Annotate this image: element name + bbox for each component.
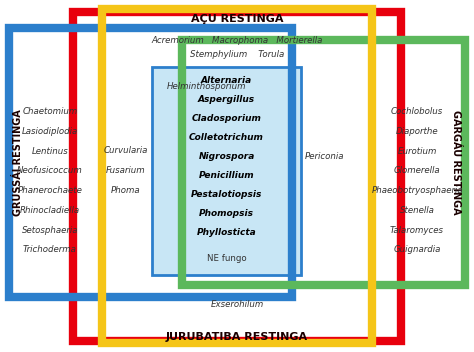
Text: Lentinus: Lentinus [31, 147, 68, 156]
Text: Acremorium   Macrophoma   Mortierella: Acremorium Macrophoma Mortierella [151, 36, 323, 45]
Bar [102, 9, 372, 343]
Text: Fusarium: Fusarium [106, 166, 146, 175]
Text: JURUBATIBA RESTINGA: JURUBATIBA RESTINGA [166, 332, 308, 342]
Text: AÇU RESTINGA: AÇU RESTINGA [191, 14, 283, 24]
Text: Stenella: Stenella [400, 206, 435, 215]
Text: Curvularia: Curvularia [103, 146, 148, 155]
Text: Stemphylium    Torula: Stemphylium Torula [190, 50, 284, 59]
Bar [182, 40, 465, 285]
Text: Cladosporium: Cladosporium [191, 114, 262, 123]
Text: Rhinocladiella: Rhinocladiella [20, 206, 80, 215]
Bar [73, 12, 401, 341]
Text: Diaporthe: Diaporthe [396, 127, 438, 136]
Text: Talaromyces: Talaromyces [390, 226, 444, 235]
Text: Chaetomium: Chaetomium [22, 107, 77, 117]
Text: Helminthosporium: Helminthosporium [166, 82, 246, 91]
Text: Alternaria: Alternaria [201, 76, 252, 85]
Text: Eurotium: Eurotium [397, 147, 437, 156]
Text: Phomopsis: Phomopsis [199, 209, 254, 218]
Text: GARGÁU RESTINGA: GARGÁU RESTINGA [451, 111, 461, 215]
Text: Neofusicoccum: Neofusicoccum [17, 166, 82, 176]
Text: Exserohilum: Exserohilum [210, 300, 264, 309]
Text: Setosphaeria: Setosphaeria [21, 226, 78, 235]
Text: Phaeobotryosphaeria: Phaeobotryosphaeria [371, 186, 463, 195]
Text: Periconia: Periconia [305, 152, 345, 161]
Bar [152, 67, 301, 275]
Text: Phyllosticta: Phyllosticta [197, 228, 256, 237]
Text: Pestalotiopsis: Pestalotiopsis [191, 190, 262, 199]
Text: Penicillium: Penicillium [199, 171, 255, 180]
Text: Nigrospora: Nigrospora [199, 152, 255, 161]
Text: Trichoderma: Trichoderma [23, 245, 77, 254]
Text: GRUSSÁI RESTINGA: GRUSSÁI RESTINGA [13, 109, 23, 216]
Text: Aspergillus: Aspergillus [198, 95, 255, 104]
Text: Colletotrichum: Colletotrichum [189, 133, 264, 142]
Bar [9, 28, 292, 297]
Text: Phoma: Phoma [111, 186, 140, 195]
Text: Cochlobolus: Cochlobolus [391, 107, 443, 117]
Text: Phanerochaete: Phanerochaete [18, 186, 82, 195]
Text: Glomerella: Glomerella [394, 166, 440, 176]
Text: NE fungo: NE fungo [207, 254, 246, 263]
Text: Guignardia: Guignardia [393, 245, 441, 254]
Text: Lasiodiplodia: Lasiodiplodia [22, 127, 78, 136]
